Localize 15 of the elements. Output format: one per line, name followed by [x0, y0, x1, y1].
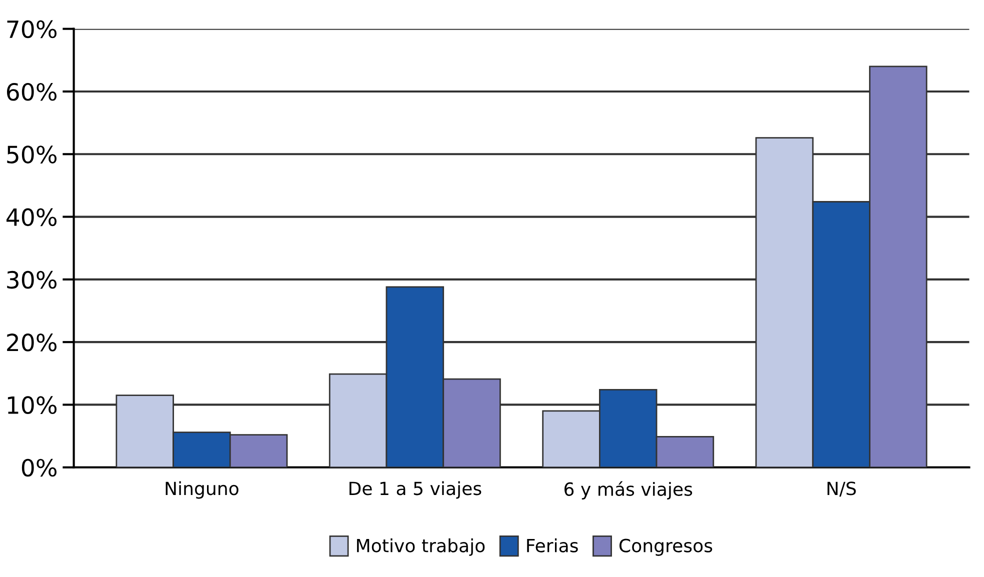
y-tick-label: 40%	[6, 208, 57, 226]
y-tick-label: 60%	[6, 82, 57, 101]
x-tick-label: 6 y más viajes	[564, 481, 692, 500]
y-tick-label: 30%	[7, 270, 57, 289]
x-tick-label: Ninguno	[166, 481, 238, 499]
legend-label: Ferias	[527, 538, 578, 552]
y-tick-label: 10%	[8, 396, 57, 414]
legend-label: Congresos	[620, 538, 712, 556]
y-tick-label: 70%	[7, 20, 57, 38]
y-tick-label: 20%	[7, 334, 57, 352]
x-tick-label: N/S	[828, 482, 856, 497]
y-tick-label: 50%	[7, 146, 57, 164]
y-tick-label: 0%	[22, 458, 57, 477]
x-tick-label: De 1 a 5 viajes	[350, 481, 482, 499]
legend-label: Motivo trabajo	[357, 538, 485, 556]
